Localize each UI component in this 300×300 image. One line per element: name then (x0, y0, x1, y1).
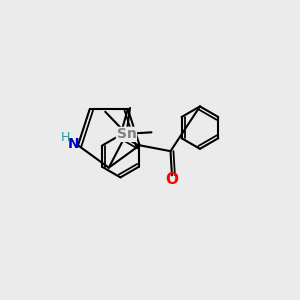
Text: Sn: Sn (116, 128, 136, 141)
Text: H: H (61, 130, 70, 143)
Text: N: N (68, 137, 80, 151)
Text: O: O (166, 172, 178, 187)
